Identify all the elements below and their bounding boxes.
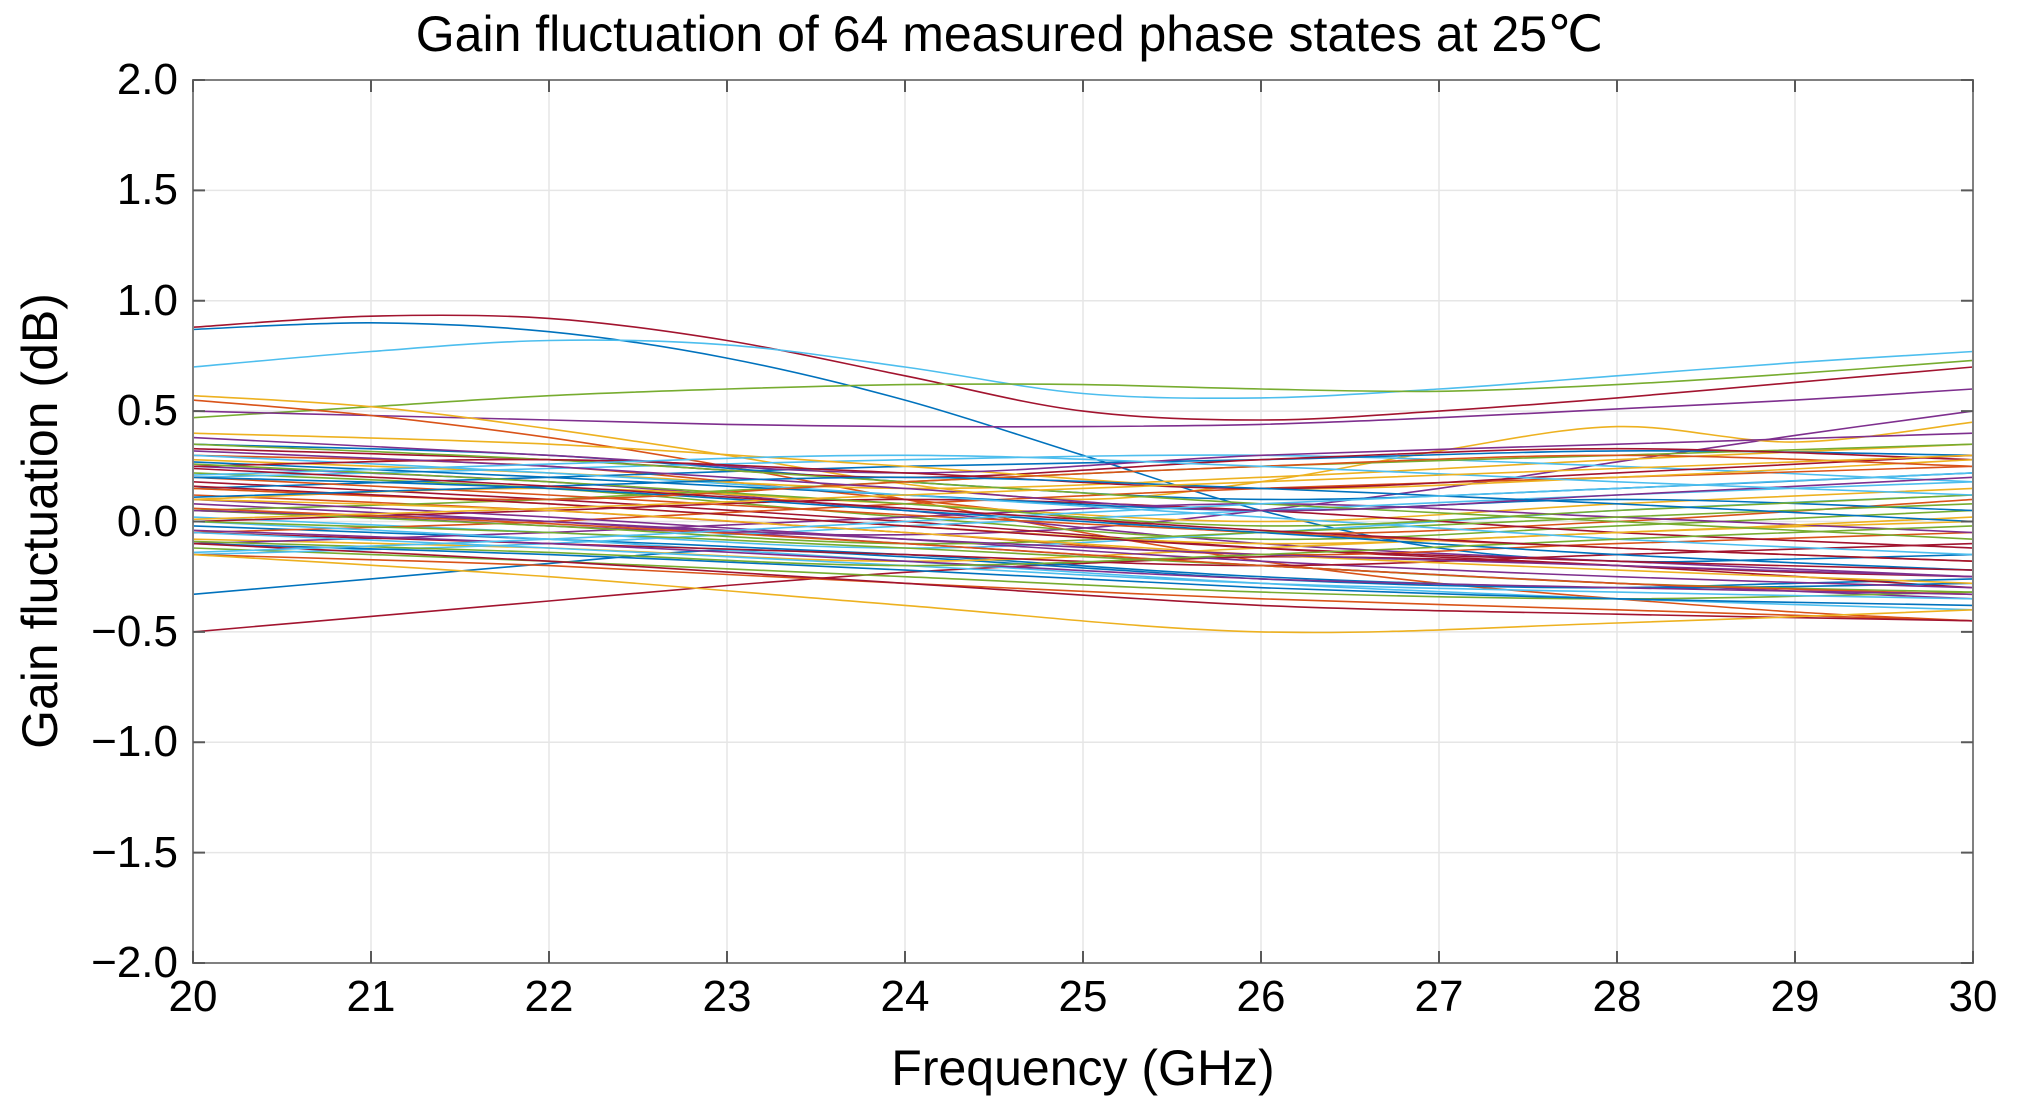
chart-title: Gain fluctuation of 64 measured phase st… xyxy=(415,6,1604,62)
series-line-47 xyxy=(193,454,1973,501)
x-tick-label-24: 24 xyxy=(880,972,930,1021)
series-line-41 xyxy=(193,432,1973,490)
series-line-35 xyxy=(193,498,1973,589)
y-tick-label-−1.0: −1.0 xyxy=(91,717,178,767)
x-tick-label-23: 23 xyxy=(702,972,752,1021)
x-tick-label-25: 25 xyxy=(1058,972,1108,1021)
series-line-60 xyxy=(193,454,1973,521)
x-tick-label-30: 30 xyxy=(1948,972,1998,1021)
series-line-5 xyxy=(193,388,1973,428)
y-tick-label-−1.5: −1.5 xyxy=(91,827,178,877)
series-line-24 xyxy=(193,498,1973,549)
series-line-52 xyxy=(193,542,1973,622)
series-line-4 xyxy=(193,359,1973,419)
series-line-2 xyxy=(193,321,1973,563)
series-line-3 xyxy=(193,339,1973,400)
series-line-59 xyxy=(193,507,1973,596)
series-line-55 xyxy=(193,463,1973,527)
x-tick-label-22: 22 xyxy=(524,972,574,1021)
series-line-51 xyxy=(193,531,1973,600)
x-tick-label-29: 29 xyxy=(1770,972,1820,1021)
series-line-7 xyxy=(193,394,1973,501)
y-tick-label-1.5: 1.5 xyxy=(116,165,178,215)
x-tick-label-26: 26 xyxy=(1236,972,1286,1021)
series-line-40 xyxy=(193,553,1973,622)
series-line-56 xyxy=(193,454,1973,496)
series-line-58 xyxy=(193,476,1973,523)
series-line-39 xyxy=(193,542,1973,607)
series-line-53 xyxy=(193,553,1973,634)
series-line-10 xyxy=(193,549,1973,596)
y-tick-label-−0.5: −0.5 xyxy=(91,606,178,656)
series-line-48 xyxy=(193,498,1973,585)
series-line-36 xyxy=(193,503,1973,545)
y-tick-label-1.0: 1.0 xyxy=(116,275,178,325)
y-tick-label-0.5: 0.5 xyxy=(116,386,178,436)
y-tick-label-0.0: 0.0 xyxy=(116,496,178,546)
x-tick-label-21: 21 xyxy=(346,972,396,1021)
series-line-63 xyxy=(193,472,1973,554)
x-tick-label-20: 20 xyxy=(168,972,218,1021)
y-tick-label-−2.0: −2.0 xyxy=(91,938,178,987)
series-line-28 xyxy=(193,503,1973,545)
x-tick-label-27: 27 xyxy=(1414,972,1464,1021)
series-line-43 xyxy=(193,443,1973,540)
series-line-42 xyxy=(193,432,1973,474)
series-line-32 xyxy=(193,461,1973,512)
series-line-1 xyxy=(193,314,1973,421)
series-line-20 xyxy=(193,487,1973,523)
y-tick-label-2.0: 2.0 xyxy=(116,55,178,104)
series-line-49 xyxy=(193,509,1973,578)
series-line-45 xyxy=(193,454,1973,490)
series-line-57 xyxy=(193,485,1973,571)
series-line-46 xyxy=(193,476,1973,571)
series-line-44 xyxy=(193,454,1973,556)
series-line-54 xyxy=(193,450,1973,512)
x-tick-label-28: 28 xyxy=(1592,972,1642,1021)
series-line-64 xyxy=(193,467,1973,562)
series-line-8 xyxy=(193,399,1973,622)
series-line-17 xyxy=(193,481,1973,589)
x-axis-title: Frequency (GHz) xyxy=(891,1040,1275,1096)
series-group xyxy=(193,314,1973,634)
series-line-62 xyxy=(193,525,1973,567)
